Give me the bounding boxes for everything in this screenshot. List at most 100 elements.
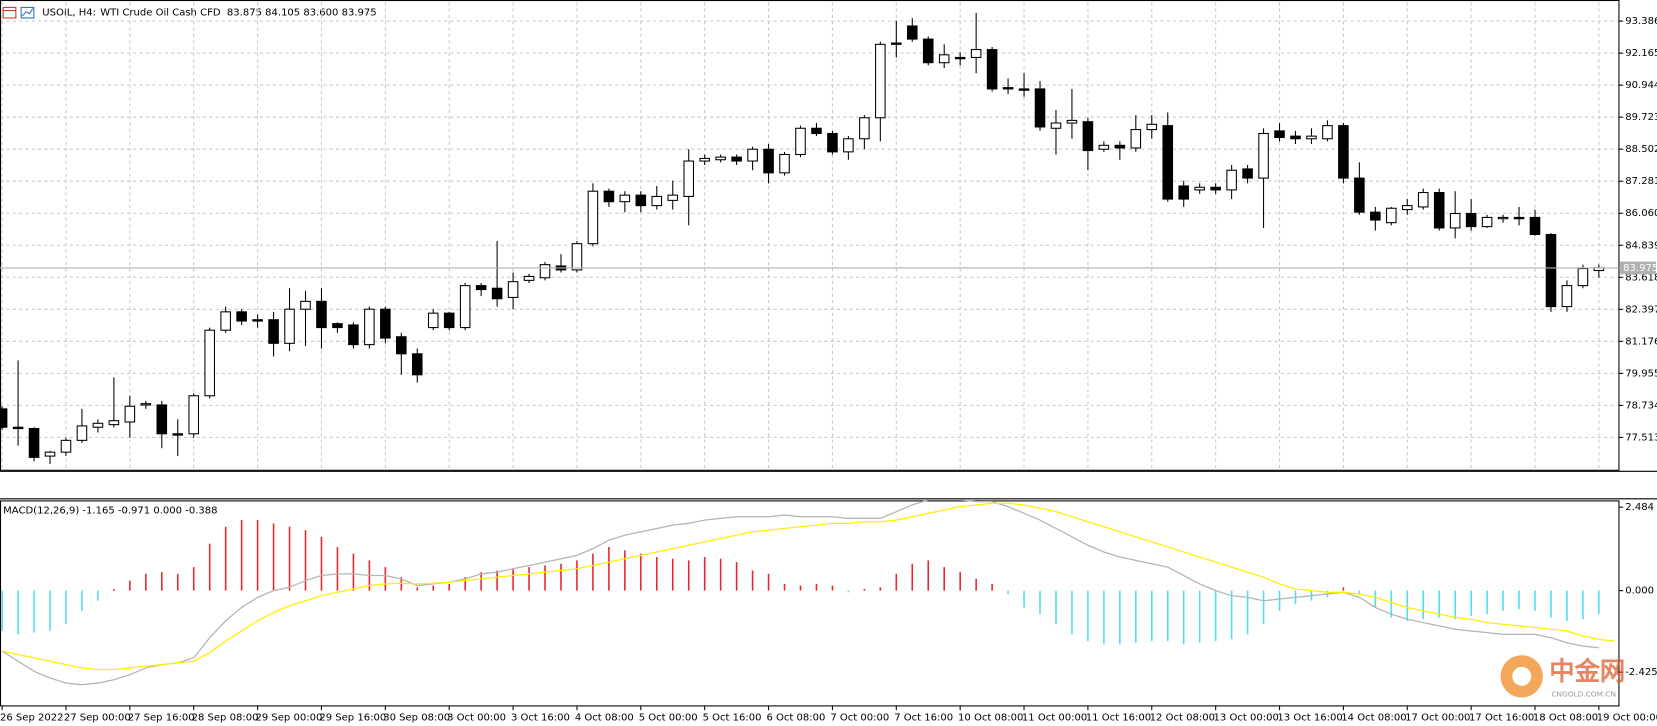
candle-body	[539, 264, 551, 279]
candle-body	[1354, 177, 1365, 213]
candle-body	[1545, 233, 1557, 308]
candle-body	[651, 195, 663, 207]
candle-body	[1258, 132, 1269, 179]
candle-body	[475, 285, 487, 291]
candle-body	[1338, 125, 1349, 179]
header-icons	[2, 6, 35, 19]
candle-body	[300, 300, 311, 310]
candle-body	[970, 49, 982, 58]
y-tick-label: 86.060	[1625, 208, 1657, 219]
x-tick-label: 27 Sep 16:00	[128, 713, 195, 724]
candle-body	[875, 43, 886, 119]
candle-body	[1561, 285, 1573, 308]
candle-body	[140, 403, 152, 406]
candle-body	[1529, 216, 1541, 236]
candle-body	[843, 138, 854, 153]
x-tick-label: 10 Oct 08:00	[958, 713, 1023, 724]
icon-line	[21, 8, 34, 17]
candle-body	[204, 329, 215, 397]
x-tick-label: 11 Oct 00:00	[1022, 713, 1087, 724]
candle-body	[827, 132, 838, 153]
candle-body	[28, 428, 40, 458]
x-tick-label: 19 Oct 00:00	[1597, 713, 1657, 724]
candle-body	[1465, 212, 1477, 228]
candle-body	[667, 194, 679, 201]
candle-body	[0, 408, 8, 428]
candle-body	[922, 38, 934, 64]
x-tick-label: 5 Oct 00:00	[639, 713, 698, 724]
x-tick-label: 29 Sep 00:00	[255, 713, 322, 724]
candle-body	[156, 404, 168, 435]
candle-body	[1082, 121, 1094, 152]
candle-body	[731, 156, 742, 162]
x-tick-label: 14 Oct 08:00	[1341, 713, 1406, 724]
candle-body	[1433, 191, 1445, 229]
x-tick-label: 7 Oct 16:00	[894, 713, 953, 724]
candle-body	[1290, 135, 1301, 140]
candle-body	[619, 194, 631, 203]
candle-body	[986, 49, 998, 90]
symbol: USOIL, H4:	[42, 8, 96, 19]
x-tick-label: 4 Oct 08:00	[575, 713, 634, 724]
y-tick-label: 89.723	[1625, 112, 1657, 123]
candle-body	[92, 422, 104, 428]
candle-body	[1306, 135, 1317, 140]
candle-body	[1386, 207, 1397, 224]
y-tick-label: 82.397	[1625, 304, 1657, 315]
candle-body	[1401, 205, 1413, 211]
candle-body	[1162, 125, 1174, 200]
candle-body	[1274, 130, 1285, 138]
candle-body	[1577, 268, 1589, 287]
x-tick-label: 18 Oct 08:00	[1533, 713, 1598, 724]
candle-body	[348, 324, 359, 346]
candle-body	[1242, 168, 1253, 179]
candle-body	[1513, 216, 1525, 220]
candle-body	[427, 312, 439, 329]
watermark-site: CNGOLD.COM.CN	[1551, 689, 1616, 698]
x-tick-label: 7 Oct 00:00	[830, 713, 889, 724]
candle-body	[188, 395, 200, 435]
y-tick-label: 79.955	[1625, 368, 1657, 379]
y-tick-label: 83.618	[1625, 272, 1657, 283]
candle-body	[284, 308, 295, 344]
candle-body	[44, 451, 56, 457]
candle-body	[396, 336, 407, 355]
candle-body	[76, 425, 88, 441]
candle-body	[906, 25, 918, 40]
icon-table	[2, 6, 17, 19]
y-tick-label: 93.386	[1625, 16, 1657, 27]
y-tick-label: 88.502	[1625, 144, 1657, 155]
y-tick-label: 92.165	[1625, 48, 1657, 59]
candle-body	[603, 190, 615, 203]
candle-body	[1018, 88, 1030, 91]
x-tick-label: 3 Oct 16:00	[511, 713, 570, 724]
watermark: 中金网 CNGOLD.COM.CN	[1500, 655, 1625, 698]
candle-body	[1226, 169, 1237, 191]
macd-border	[0, 500, 1620, 707]
candle-body	[268, 319, 279, 344]
candle-body	[1050, 122, 1062, 129]
candle-body	[1322, 125, 1333, 140]
candle-body	[954, 56, 966, 60]
x-tick-label: 13 Oct 16:00	[1277, 713, 1342, 724]
x-tick-label: 26 Sep 2022	[0, 713, 63, 724]
candle-body	[795, 127, 806, 156]
macd-line	[1, 499, 1599, 686]
candle-body	[108, 420, 120, 426]
candle-body	[587, 190, 599, 245]
candle-body	[571, 243, 583, 271]
candle-body	[891, 42, 902, 45]
candle-body	[1034, 88, 1046, 128]
y-tick-label: 81.176	[1625, 336, 1657, 347]
candle-body	[1130, 129, 1142, 149]
candle-body	[699, 157, 710, 162]
y-tick-label: 0.000	[1625, 586, 1654, 597]
plot-border	[0, 0, 1620, 471]
candle-body	[683, 160, 695, 197]
x-tick-label: 27 Sep 00:00	[64, 713, 131, 724]
y-tick-label: -2.425	[1625, 667, 1657, 678]
candle-body	[443, 312, 455, 329]
candle-body	[1210, 186, 1221, 191]
